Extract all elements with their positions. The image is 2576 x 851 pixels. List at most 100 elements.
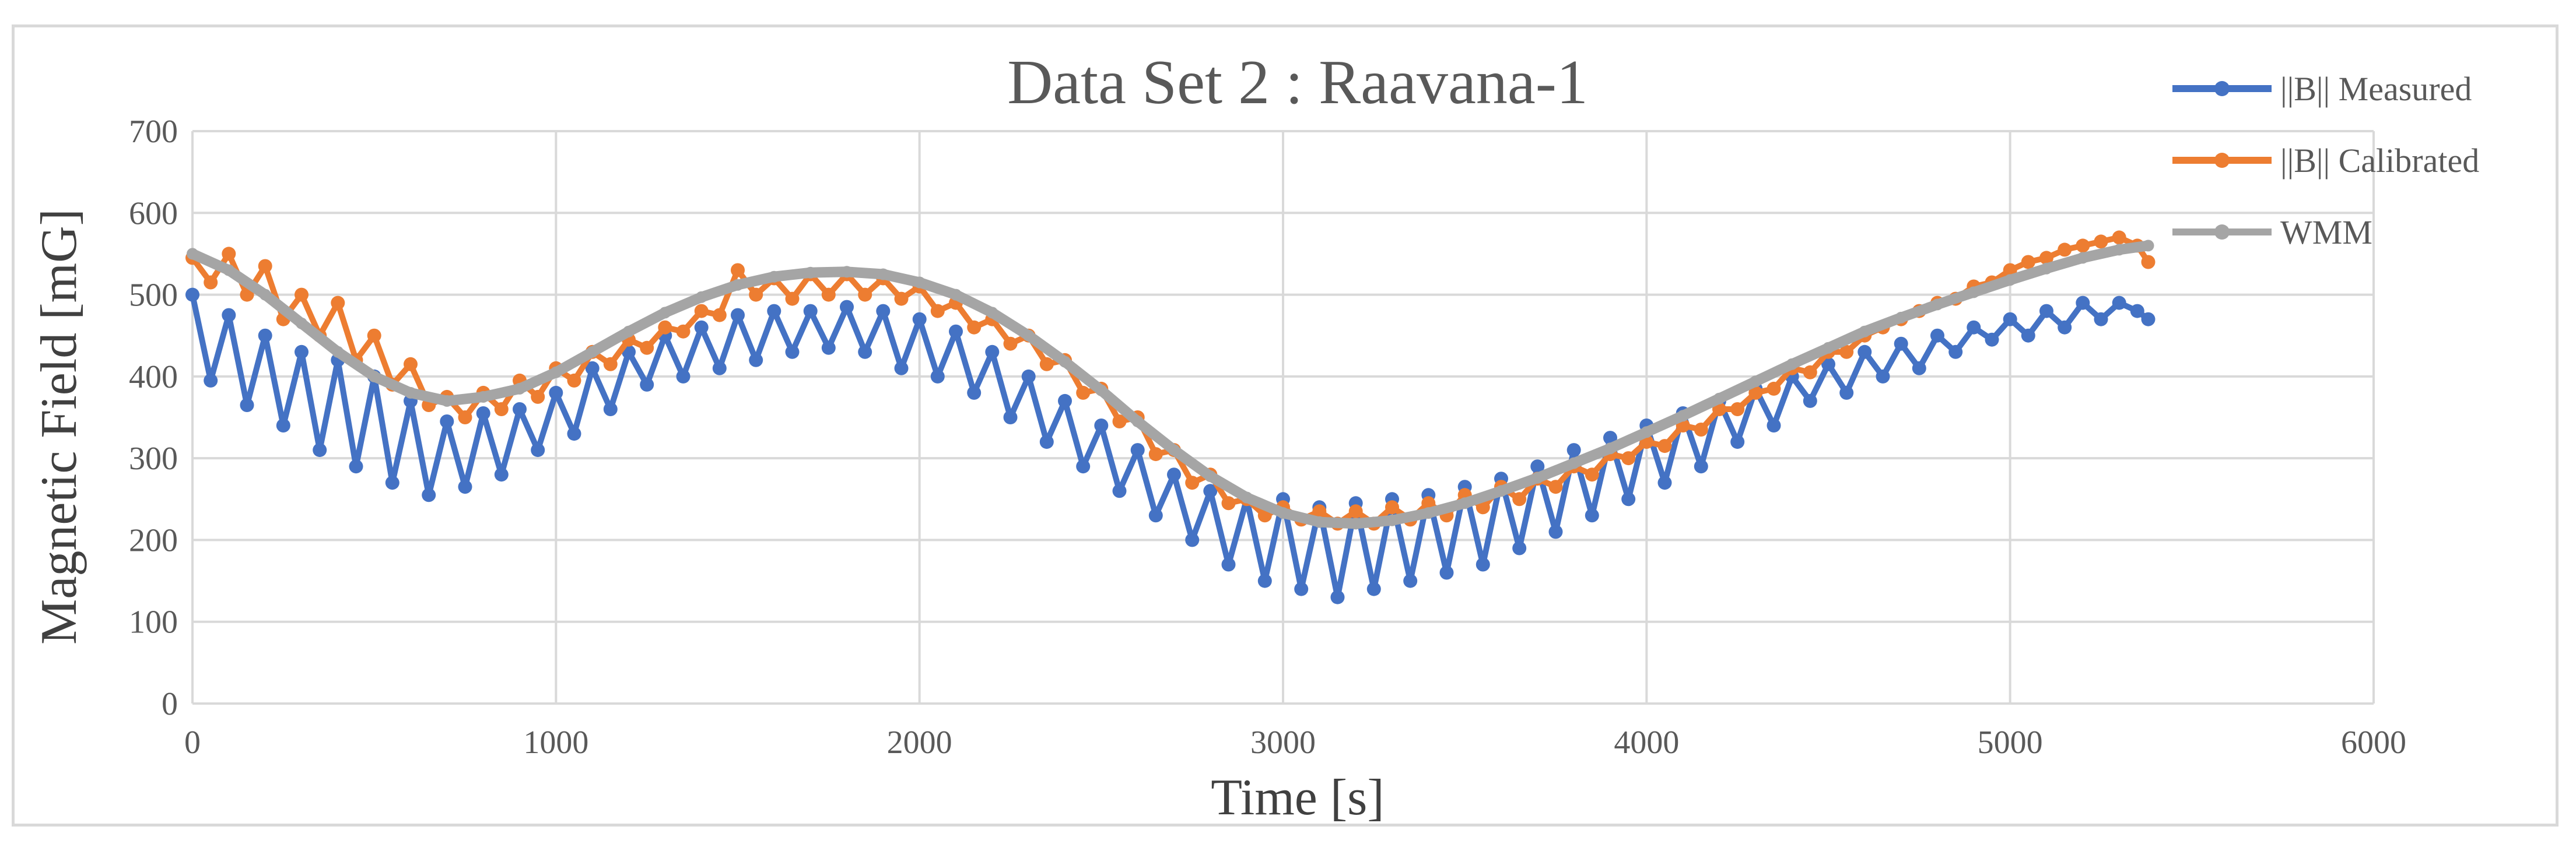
data-point xyxy=(749,287,763,302)
x-tick-label: 2000 xyxy=(887,725,952,761)
data-point xyxy=(2021,255,2035,269)
data-point xyxy=(1058,393,1072,408)
data-point xyxy=(1095,384,1107,396)
legend: ||B|| Measured ||B|| Calibrated WMM xyxy=(2172,70,2479,251)
data-point xyxy=(1786,358,1798,370)
data-point xyxy=(1257,574,1272,588)
data-point xyxy=(313,443,327,458)
data-point xyxy=(1531,472,1544,484)
data-point xyxy=(368,370,380,382)
data-point xyxy=(1403,574,1418,588)
data-point xyxy=(894,361,909,375)
data-point xyxy=(1294,582,1309,596)
data-point xyxy=(768,270,780,283)
data-point xyxy=(1330,590,1345,604)
data-point xyxy=(422,488,436,502)
data-point xyxy=(295,344,309,359)
data-point xyxy=(2130,304,2144,318)
data-point xyxy=(1641,426,1653,438)
data-point xyxy=(1568,457,1580,469)
data-point xyxy=(1548,480,1563,494)
data-point xyxy=(1585,467,1599,482)
data-point xyxy=(877,268,889,280)
data-point xyxy=(1039,357,1054,371)
data-point xyxy=(1512,541,1527,555)
data-point xyxy=(821,340,836,355)
data-point xyxy=(1022,329,1035,342)
data-point xyxy=(731,308,745,322)
data-point xyxy=(913,276,926,289)
data-point xyxy=(385,476,399,490)
data-point xyxy=(876,304,891,318)
data-point xyxy=(1621,451,1636,466)
data-point xyxy=(1130,443,1145,458)
data-point xyxy=(640,340,654,355)
data-point xyxy=(1694,459,1708,474)
data-point xyxy=(858,287,872,302)
data-point xyxy=(930,304,945,318)
data-point xyxy=(513,402,527,416)
data-point xyxy=(1366,582,1381,596)
x-tick-label: 1000 xyxy=(523,725,588,761)
legend-label: ||B|| Measured xyxy=(2280,70,2472,108)
data-point xyxy=(1459,497,1471,509)
data-point xyxy=(1604,442,1616,455)
data-point xyxy=(1530,459,1545,474)
data-point xyxy=(476,406,490,420)
data-point xyxy=(1039,435,1054,449)
x-tick-label: 5000 xyxy=(1978,725,2043,761)
y-tick-label: 100 xyxy=(129,604,178,641)
y-tick-label: 700 xyxy=(129,114,178,150)
data-point xyxy=(1876,369,1890,384)
x-tick-label: 3000 xyxy=(1250,725,1316,761)
data-point xyxy=(2077,252,2089,264)
data-point xyxy=(585,361,600,375)
data-point xyxy=(950,289,962,301)
data-point xyxy=(694,320,709,335)
data-point xyxy=(841,266,853,278)
data-point xyxy=(1112,414,1127,428)
data-point xyxy=(204,373,218,388)
data-point xyxy=(477,391,489,403)
data-point xyxy=(1657,476,1672,490)
data-point xyxy=(640,377,654,392)
data-point xyxy=(731,263,745,277)
data-point xyxy=(1168,444,1180,456)
legend-label: ||B|| Calibrated xyxy=(2280,142,2479,180)
data-point xyxy=(894,291,909,306)
data-point xyxy=(676,369,691,384)
data-point xyxy=(695,291,707,303)
data-point xyxy=(912,312,927,326)
data-point xyxy=(1512,492,1527,507)
data-point xyxy=(659,307,671,319)
data-point xyxy=(1912,361,1926,375)
data-point xyxy=(2004,274,2016,286)
data-point xyxy=(1131,416,1144,427)
data-point xyxy=(2076,296,2090,310)
data-point xyxy=(405,386,416,399)
data-point xyxy=(1495,485,1507,497)
data-point xyxy=(1857,344,1872,359)
data-point xyxy=(1677,410,1689,422)
data-point xyxy=(1894,336,1908,351)
data-point xyxy=(1313,516,1326,528)
data-point xyxy=(1566,443,1581,458)
data-point xyxy=(2076,238,2090,253)
data-point xyxy=(1621,492,1636,507)
legend-swatch-marker xyxy=(2214,153,2230,168)
data-point xyxy=(985,344,1000,359)
y-tick-label: 400 xyxy=(129,359,178,395)
data-point xyxy=(1767,381,1781,396)
data-point xyxy=(531,389,545,404)
data-point xyxy=(1204,470,1217,482)
data-point xyxy=(2142,240,2154,252)
legend-swatch-marker xyxy=(2214,81,2230,96)
data-point xyxy=(1585,508,1599,523)
data-point xyxy=(331,296,345,310)
data-point xyxy=(296,317,307,329)
chart-svg: 0 100 200 300 400 500 600 700 0 1000 2000 3000 4000 5… xyxy=(31,48,2479,824)
x-axis-title: Time [s] xyxy=(1211,769,1384,824)
data-point xyxy=(1386,514,1398,526)
data-point xyxy=(1422,507,1435,519)
x-tick-label: 6000 xyxy=(2341,725,2406,761)
